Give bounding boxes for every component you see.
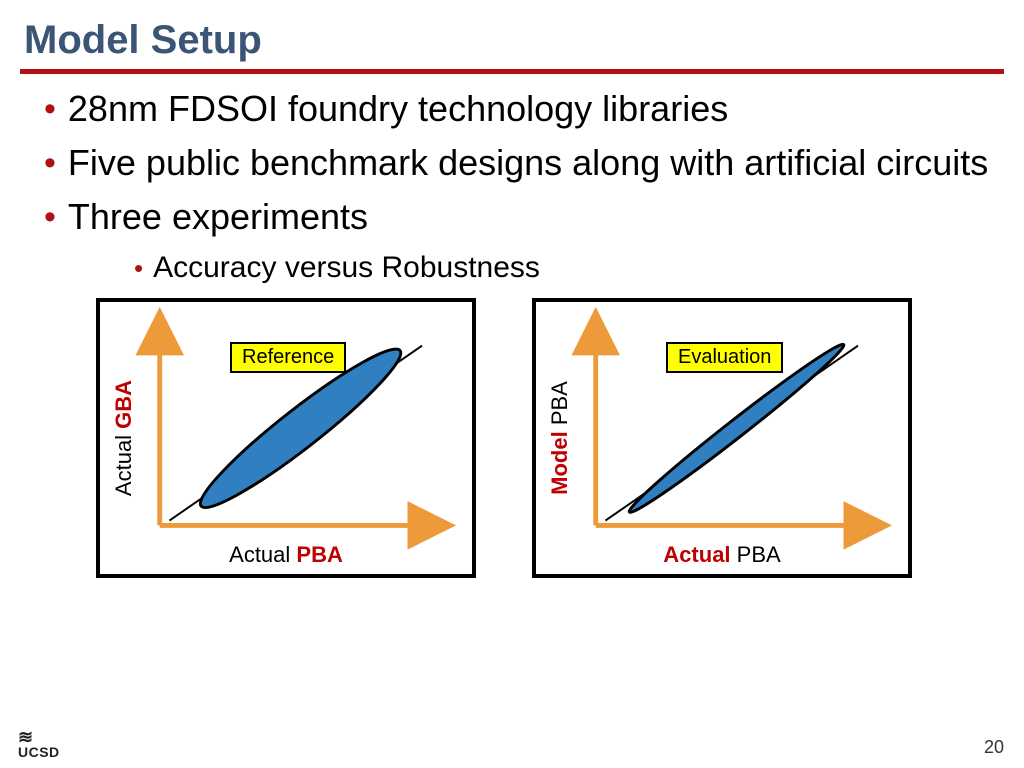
- chart-badge: Reference: [230, 342, 346, 373]
- bullet-text: 28nm FDSOI foundry technology libraries: [68, 88, 728, 130]
- ylabel-plain: Actual: [111, 429, 136, 496]
- bullet-item: • Three experiments: [44, 196, 994, 238]
- sub-bullet-list: • Accuracy versus Robustness: [44, 250, 994, 286]
- logo-text: UCSD: [18, 744, 60, 760]
- ylabel-emph: Model: [547, 431, 572, 495]
- sub-bullet-item: • Accuracy versus Robustness: [134, 250, 994, 286]
- ylabel-plain: PBA: [547, 381, 572, 431]
- xlabel-emph: PBA: [296, 542, 342, 567]
- slide-title: Model Setup: [0, 0, 1024, 69]
- xlabel-plain: PBA: [731, 542, 781, 567]
- y-axis-label: Model PBA: [547, 381, 573, 495]
- chart-badge: Evaluation: [666, 342, 783, 373]
- bullet-list: • 28nm FDSOI foundry technology librarie…: [0, 88, 1024, 286]
- y-axis-label: Actual GBA: [111, 380, 137, 496]
- bullet-dot-icon: •: [44, 88, 56, 130]
- title-rule: [20, 69, 1004, 74]
- sub-bullet-text: Accuracy versus Robustness: [153, 250, 540, 286]
- charts-row: Reference Actual GBA Actual PBA Evaluati…: [0, 298, 1024, 578]
- logo-wave-icon: ≋: [18, 732, 60, 742]
- evaluation-chart: Evaluation Model PBA Actual PBA: [532, 298, 912, 578]
- bullet-item: • 28nm FDSOI foundry technology librarie…: [44, 88, 994, 130]
- page-number: 20: [984, 737, 1004, 758]
- x-axis-label: Actual PBA: [229, 542, 343, 568]
- ucsd-logo: ≋ UCSD: [18, 732, 60, 760]
- xlabel-emph: Actual: [663, 542, 730, 567]
- xlabel-plain: Actual: [229, 542, 296, 567]
- bullet-text: Three experiments: [68, 196, 368, 238]
- bullet-dot-icon: •: [134, 250, 143, 286]
- bullet-dot-icon: •: [44, 196, 56, 238]
- reference-chart: Reference Actual GBA Actual PBA: [96, 298, 476, 578]
- ylabel-emph: GBA: [111, 380, 136, 429]
- bullet-dot-icon: •: [44, 142, 56, 184]
- x-axis-label: Actual PBA: [663, 542, 780, 568]
- bullet-text: Five public benchmark designs along with…: [68, 142, 988, 184]
- bullet-item: • Five public benchmark designs along wi…: [44, 142, 994, 184]
